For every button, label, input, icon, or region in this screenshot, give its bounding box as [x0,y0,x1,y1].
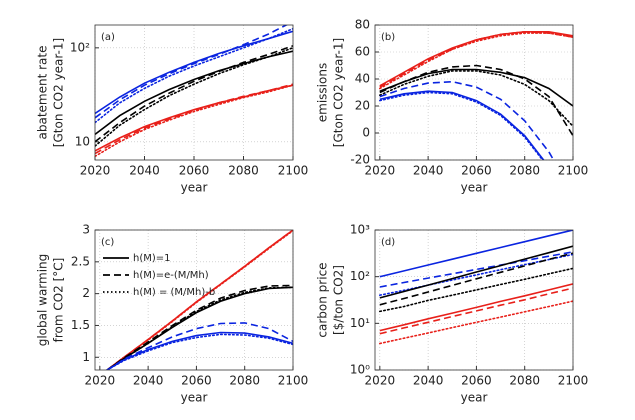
axes-frame [94,229,294,371]
y-axis-label: [Gton CO2 year-1] [52,38,66,147]
plot-area [375,25,573,160]
x-tick-label: 2040 [133,374,164,388]
y-tick-label: 10 [75,134,90,148]
x-axis-label: year [181,391,208,405]
y-tick-label: 10² [70,40,90,54]
series-group [95,25,293,158]
x-axis-label: year [461,181,488,195]
x-tick-label: 2020 [85,374,116,388]
y-tick-label: 2.5 [71,254,90,268]
series-line [379,91,544,160]
series-line [95,27,293,124]
series-line [106,284,293,370]
y-tick-label: 40 [355,72,370,86]
series-line [106,333,293,370]
y-axis-label: carbon price [316,262,330,337]
x-tick-label: 2100 [558,374,589,388]
y-tick-label: 80 [355,18,370,32]
y-axis-label: [$/ton CO2] [332,265,346,335]
panel: 1 1.5 2 2.5 3 2020 2040 2060 2080 2100 (c) year glob… [36,223,309,405]
legend-label: h(M)=1 [133,253,171,264]
x-tick-label: 2020 [365,164,396,178]
series-line [106,322,293,370]
x-tick-label: 2060 [461,374,492,388]
series-line [95,84,293,158]
panel: 10 10² 2020 2040 2060 2080 2100 (a) year abatemen… [36,24,309,195]
series-line [379,287,573,335]
x-tick-label: 2100 [558,164,589,178]
plot-area [375,230,573,370]
x-tick-label: 2100 [278,374,309,388]
series-line [379,230,573,278]
plot-area [95,230,293,370]
series-line [106,230,293,370]
panel-label: (d) [381,237,395,248]
series-line [379,64,573,137]
series-line [379,32,573,90]
series-line [379,70,573,128]
y-tick-label: 2 [82,286,90,300]
x-tick-label: 2040 [413,164,444,178]
y-tick-label: 0 [362,126,370,140]
x-tick-label: 2080 [228,164,259,178]
x-tick-label: 2020 [80,164,111,178]
x-tick-label: 2080 [229,374,260,388]
legend-label: h(M)=e-(M/Mh) [133,270,209,281]
x-tick-label: 2060 [179,164,210,178]
series-line [379,252,573,306]
x-tick-label: 2080 [509,374,540,388]
series-line [95,25,289,119]
series-line [95,45,293,143]
series-line [379,31,573,87]
x-tick-label: 2060 [461,164,492,178]
series-line [379,90,545,160]
series-line [379,267,573,313]
y-axis-label: global warming [36,254,50,347]
series-line [379,30,573,88]
x-tick-label: 2060 [181,374,212,388]
panel-label: (a) [101,32,115,43]
series-group [379,30,573,160]
y-axis-label: emissions [316,63,330,122]
y-tick-label: 20 [355,99,370,113]
x-tick-label: 2020 [365,374,396,388]
x-tick-label: 2040 [129,164,160,178]
x-tick-label: 2080 [509,164,540,178]
y-tick-label: 10³ [350,223,370,237]
y-tick-label: 1 [82,350,90,364]
x-axis-label: year [461,391,488,405]
panel: 10⁰ 10¹ 10² 10³ 2020 2040 2060 2080 2100 (d) year c… [316,223,589,405]
series-line [379,300,573,345]
series-line [106,331,293,370]
series-group [379,230,573,345]
series-line [95,83,293,155]
x-tick-label: 2040 [413,374,444,388]
legend-label: h(M) = (M/Mh)-b [133,287,215,298]
y-axis-label: from CO2 [°C] [52,258,66,343]
y-tick-label: 1.5 [71,318,90,332]
series-line [95,47,293,147]
panel-label: (b) [381,32,395,43]
y-tick-label: 60 [355,45,370,59]
y-tick-label: 3 [82,223,90,237]
y-tick-label: 10² [350,269,370,283]
axes-frame [94,24,294,161]
y-axis-label: abatement rate [36,46,50,140]
axes-frame [374,24,574,161]
x-axis-label: year [181,181,208,195]
series-group [106,230,293,370]
series-line [106,286,293,370]
y-tick-label: -20 [350,153,370,167]
series-line [379,80,555,160]
series-line [379,283,573,332]
y-axis-label: [Gton CO2 year-1] [332,38,346,147]
x-tick-label: 2100 [278,164,309,178]
axes-frame [374,229,574,371]
panel-label: (c) [101,237,114,248]
series-line [379,245,573,299]
y-tick-label: 10¹ [350,316,370,330]
y-tick-label: 10⁰ [350,363,370,377]
